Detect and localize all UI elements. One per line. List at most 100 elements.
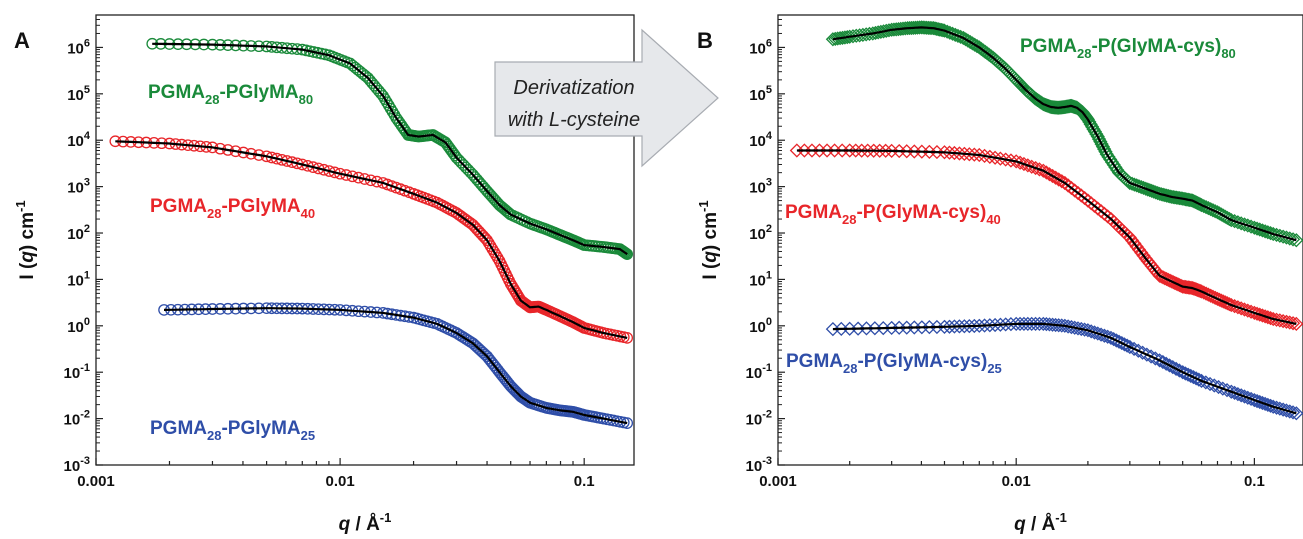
data-point (987, 150, 1003, 165)
data-point (962, 318, 977, 334)
data-point (942, 319, 957, 334)
data-point (967, 147, 982, 162)
x-axis-title: q / Å-1 (339, 510, 392, 535)
data-point (977, 318, 992, 333)
data-point (1094, 136, 1109, 152)
fit-line (832, 26, 1297, 242)
data-point (307, 161, 319, 173)
data-point (318, 163, 330, 176)
data-point (469, 221, 481, 233)
series-group (825, 316, 1303, 421)
x-tick-label: 0.001 (77, 473, 115, 490)
y-tick-label: 103 (749, 177, 772, 197)
fit-line (796, 149, 1297, 325)
y-tick-label: 105 (67, 84, 90, 104)
y-tick-label: 100 (749, 316, 772, 336)
data-point (1036, 316, 1051, 332)
data-point (1039, 317, 1054, 332)
y-tick-label: 106 (67, 37, 90, 57)
data-point (621, 248, 634, 261)
data-point (501, 205, 514, 218)
data-point (488, 246, 501, 258)
y-tick-label: 103 (67, 177, 90, 197)
y-tick-label: 10-1 (64, 362, 90, 382)
data-point (1285, 316, 1301, 331)
series-group (825, 20, 1303, 248)
data-point (993, 317, 1008, 332)
series-label: PGMA28-P(GlyMA-cys)40 (785, 202, 1001, 227)
y-tick-label: 104 (749, 130, 773, 150)
x-tick-label: 0.01 (325, 473, 354, 490)
y-tick-label: 102 (67, 223, 90, 243)
data-point (878, 143, 893, 158)
data-point (312, 162, 325, 175)
data-point (491, 252, 504, 264)
x-tick-label: 0.1 (574, 473, 595, 490)
data-point (842, 143, 857, 158)
y-tick-label: 100 (67, 316, 90, 336)
data-point (982, 318, 997, 333)
arrow-shape (494, 28, 719, 168)
data-point (977, 148, 992, 164)
data-point (1090, 129, 1105, 144)
data-point (1095, 139, 1111, 154)
data-point (486, 243, 499, 255)
y-tick-label: 10-3 (746, 455, 772, 475)
y-tick-label: 105 (749, 84, 772, 104)
data-point (352, 171, 365, 184)
data-point (1045, 317, 1060, 332)
data-point (952, 319, 967, 334)
data-point (323, 165, 336, 177)
data-point (866, 143, 881, 158)
data-point (481, 234, 493, 247)
panel-b: B 0.001 0.01 0.1 10-3 10-2 10-1 100 101 102 103 104… (696, 14, 1303, 535)
data-point (1051, 318, 1066, 333)
data-point (987, 317, 1003, 333)
data-point (1093, 134, 1108, 149)
series-label: PGMA28-PGlyMA40 (150, 196, 315, 221)
data-point (862, 26, 877, 42)
data-point (1009, 154, 1024, 169)
data-point (1089, 126, 1104, 142)
data-point (482, 237, 495, 250)
data-point (1122, 175, 1137, 191)
data-point (957, 146, 972, 161)
series-group (789, 143, 1303, 332)
data-point (477, 346, 489, 359)
data-point (952, 146, 967, 161)
data-point (473, 225, 485, 238)
data-point (1042, 317, 1057, 332)
data-point (947, 319, 962, 334)
data-point (982, 149, 997, 164)
derivatization-arrow: Derivatization with L-cysteine (494, 28, 719, 168)
y-tick-label: 101 (749, 269, 772, 289)
x-axis-title: q / Å-1 (1014, 510, 1067, 535)
y-tick-label: 10-3 (64, 455, 90, 475)
data-point (998, 317, 1013, 332)
arrow-text-line-1: Derivatization (513, 77, 634, 99)
panel-a: A 0.001 0.01 0.1 10-3 10-2 10-1 100 101 102 103 104… (13, 14, 635, 535)
data-point (947, 145, 962, 161)
data-point (1003, 153, 1019, 168)
data-point (467, 218, 479, 231)
series-label: PGMA28-PGlyMA25 (150, 418, 315, 443)
data-point (296, 158, 309, 171)
data-point (967, 318, 982, 334)
x-tick-label: 0.1 (1244, 473, 1265, 490)
series-group (109, 135, 634, 344)
data-point (872, 143, 887, 158)
series-label: PGMA28-P(GlyMA-cys)25 (786, 351, 1002, 376)
y-axis-title: I (q) cm-1 (696, 200, 721, 279)
arrow-text-line-2: with L-cysteine (508, 109, 640, 131)
data-point (942, 145, 957, 160)
fit-line (163, 307, 628, 425)
series-label: PGMA28-PGlyMA80 (148, 82, 313, 107)
data-point (464, 217, 477, 230)
data-point (328, 166, 341, 179)
data-point (972, 318, 987, 333)
data-point (972, 147, 987, 163)
y-tick-label: 10-1 (746, 362, 772, 382)
data-point (957, 319, 972, 334)
data-point (962, 147, 977, 162)
